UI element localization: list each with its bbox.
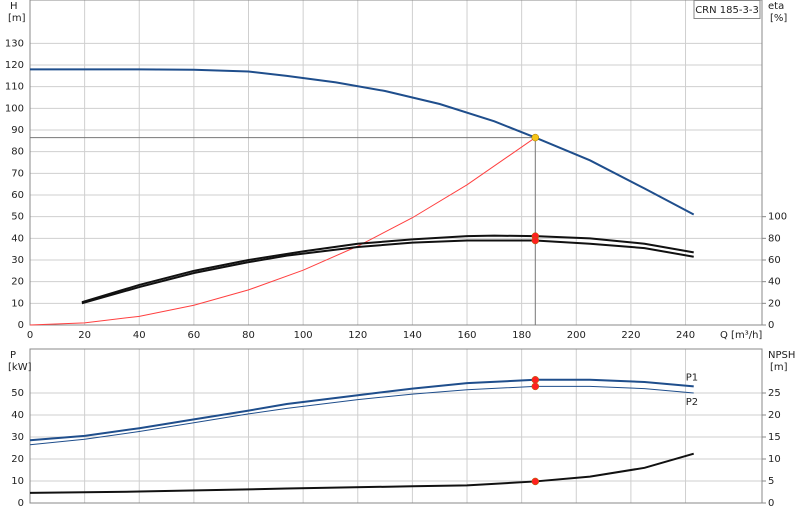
x-tick-label: 20 bbox=[78, 330, 91, 341]
y-tick-label: 40 bbox=[11, 233, 24, 244]
y2-tick-label: 100 bbox=[768, 212, 787, 223]
y2-tick-label: 80 bbox=[768, 233, 781, 244]
x-tick-label: 120 bbox=[348, 330, 367, 341]
y-tick-label: 90 bbox=[11, 125, 24, 136]
legend-box bbox=[693, 0, 761, 19]
series-label: P1 bbox=[686, 372, 698, 383]
curve bbox=[29, 385, 694, 446]
operating-point bbox=[531, 236, 540, 245]
plot-area bbox=[30, 0, 762, 325]
y-tick-label: 60 bbox=[11, 190, 24, 201]
x-tick-label: 40 bbox=[133, 330, 146, 341]
y-tick-label: 20 bbox=[11, 454, 24, 465]
y2-tick-label: 20 bbox=[768, 298, 781, 309]
curve bbox=[81, 239, 694, 305]
y-tick-label: 0 bbox=[18, 320, 24, 331]
x-tick-label: 160 bbox=[457, 330, 476, 341]
x-tick-label: 140 bbox=[403, 330, 422, 341]
plot-frame bbox=[29, 0, 763, 326]
y2-tick-label: 15 bbox=[768, 432, 781, 443]
y-tick-label: 50 bbox=[11, 388, 24, 399]
y2-tick-label: 20 bbox=[768, 410, 781, 421]
curve bbox=[30, 68, 695, 216]
x-tick-label: 200 bbox=[567, 330, 586, 341]
operating-point bbox=[531, 376, 540, 384]
y2-tick-label: 5 bbox=[768, 476, 774, 487]
y-tick-label: 130 bbox=[5, 38, 24, 49]
plot-frame bbox=[29, 348, 763, 504]
curve bbox=[29, 452, 694, 494]
series-label: P2 bbox=[686, 397, 698, 408]
y-tick-label: 70 bbox=[11, 168, 24, 179]
x-tick-label: 100 bbox=[294, 330, 313, 341]
x-label: Q [m³/h] bbox=[720, 330, 762, 341]
operating-point bbox=[531, 477, 540, 486]
x-tick-label: 0 bbox=[27, 330, 33, 341]
x-tick-label: 60 bbox=[188, 330, 201, 341]
y2-tick-label: 25 bbox=[768, 388, 781, 399]
y-tick-label: 100 bbox=[5, 103, 24, 114]
y2-tick-label: 0 bbox=[768, 320, 774, 331]
curve bbox=[81, 234, 694, 304]
y-tick-label: 10 bbox=[11, 476, 24, 487]
y-tick-label: 10 bbox=[11, 298, 24, 309]
y2-label: eta bbox=[768, 1, 784, 12]
y-unit: [m] bbox=[8, 13, 26, 24]
y-tick-label: 0 bbox=[18, 498, 24, 509]
operating-point bbox=[531, 382, 540, 391]
y-tick-label: 120 bbox=[5, 60, 24, 71]
y-tick-label: 40 bbox=[11, 410, 24, 421]
curve bbox=[29, 378, 694, 442]
y2-tick-label: 10 bbox=[768, 454, 781, 465]
operating-point bbox=[531, 133, 540, 142]
y2-tick-label: 0 bbox=[768, 498, 774, 509]
y-tick-label: 30 bbox=[11, 432, 24, 443]
x-tick-label: 240 bbox=[676, 330, 695, 341]
y-tick-label: 50 bbox=[11, 212, 24, 223]
y2-tick-label: 40 bbox=[768, 277, 781, 288]
x-tick-label: 180 bbox=[512, 330, 531, 341]
legend-text: CRN 185-3-3 bbox=[695, 5, 759, 16]
y-tick-label: 30 bbox=[11, 255, 24, 266]
y-tick-label: 20 bbox=[11, 277, 24, 288]
y-label: P bbox=[10, 350, 16, 361]
y-label: H bbox=[10, 1, 18, 12]
plot-area bbox=[30, 349, 762, 503]
curve bbox=[29, 137, 536, 326]
x-tick-label: 80 bbox=[242, 330, 255, 341]
y2-unit: [%] bbox=[770, 13, 787, 24]
y2-label: NPSH bbox=[768, 350, 795, 361]
y-unit: [kW] bbox=[8, 362, 32, 373]
y-tick-label: 80 bbox=[11, 147, 24, 158]
y2-unit: [m] bbox=[770, 362, 788, 373]
y2-tick-label: 60 bbox=[768, 255, 781, 266]
y-tick-label: 110 bbox=[5, 82, 24, 93]
x-tick-label: 220 bbox=[621, 330, 640, 341]
